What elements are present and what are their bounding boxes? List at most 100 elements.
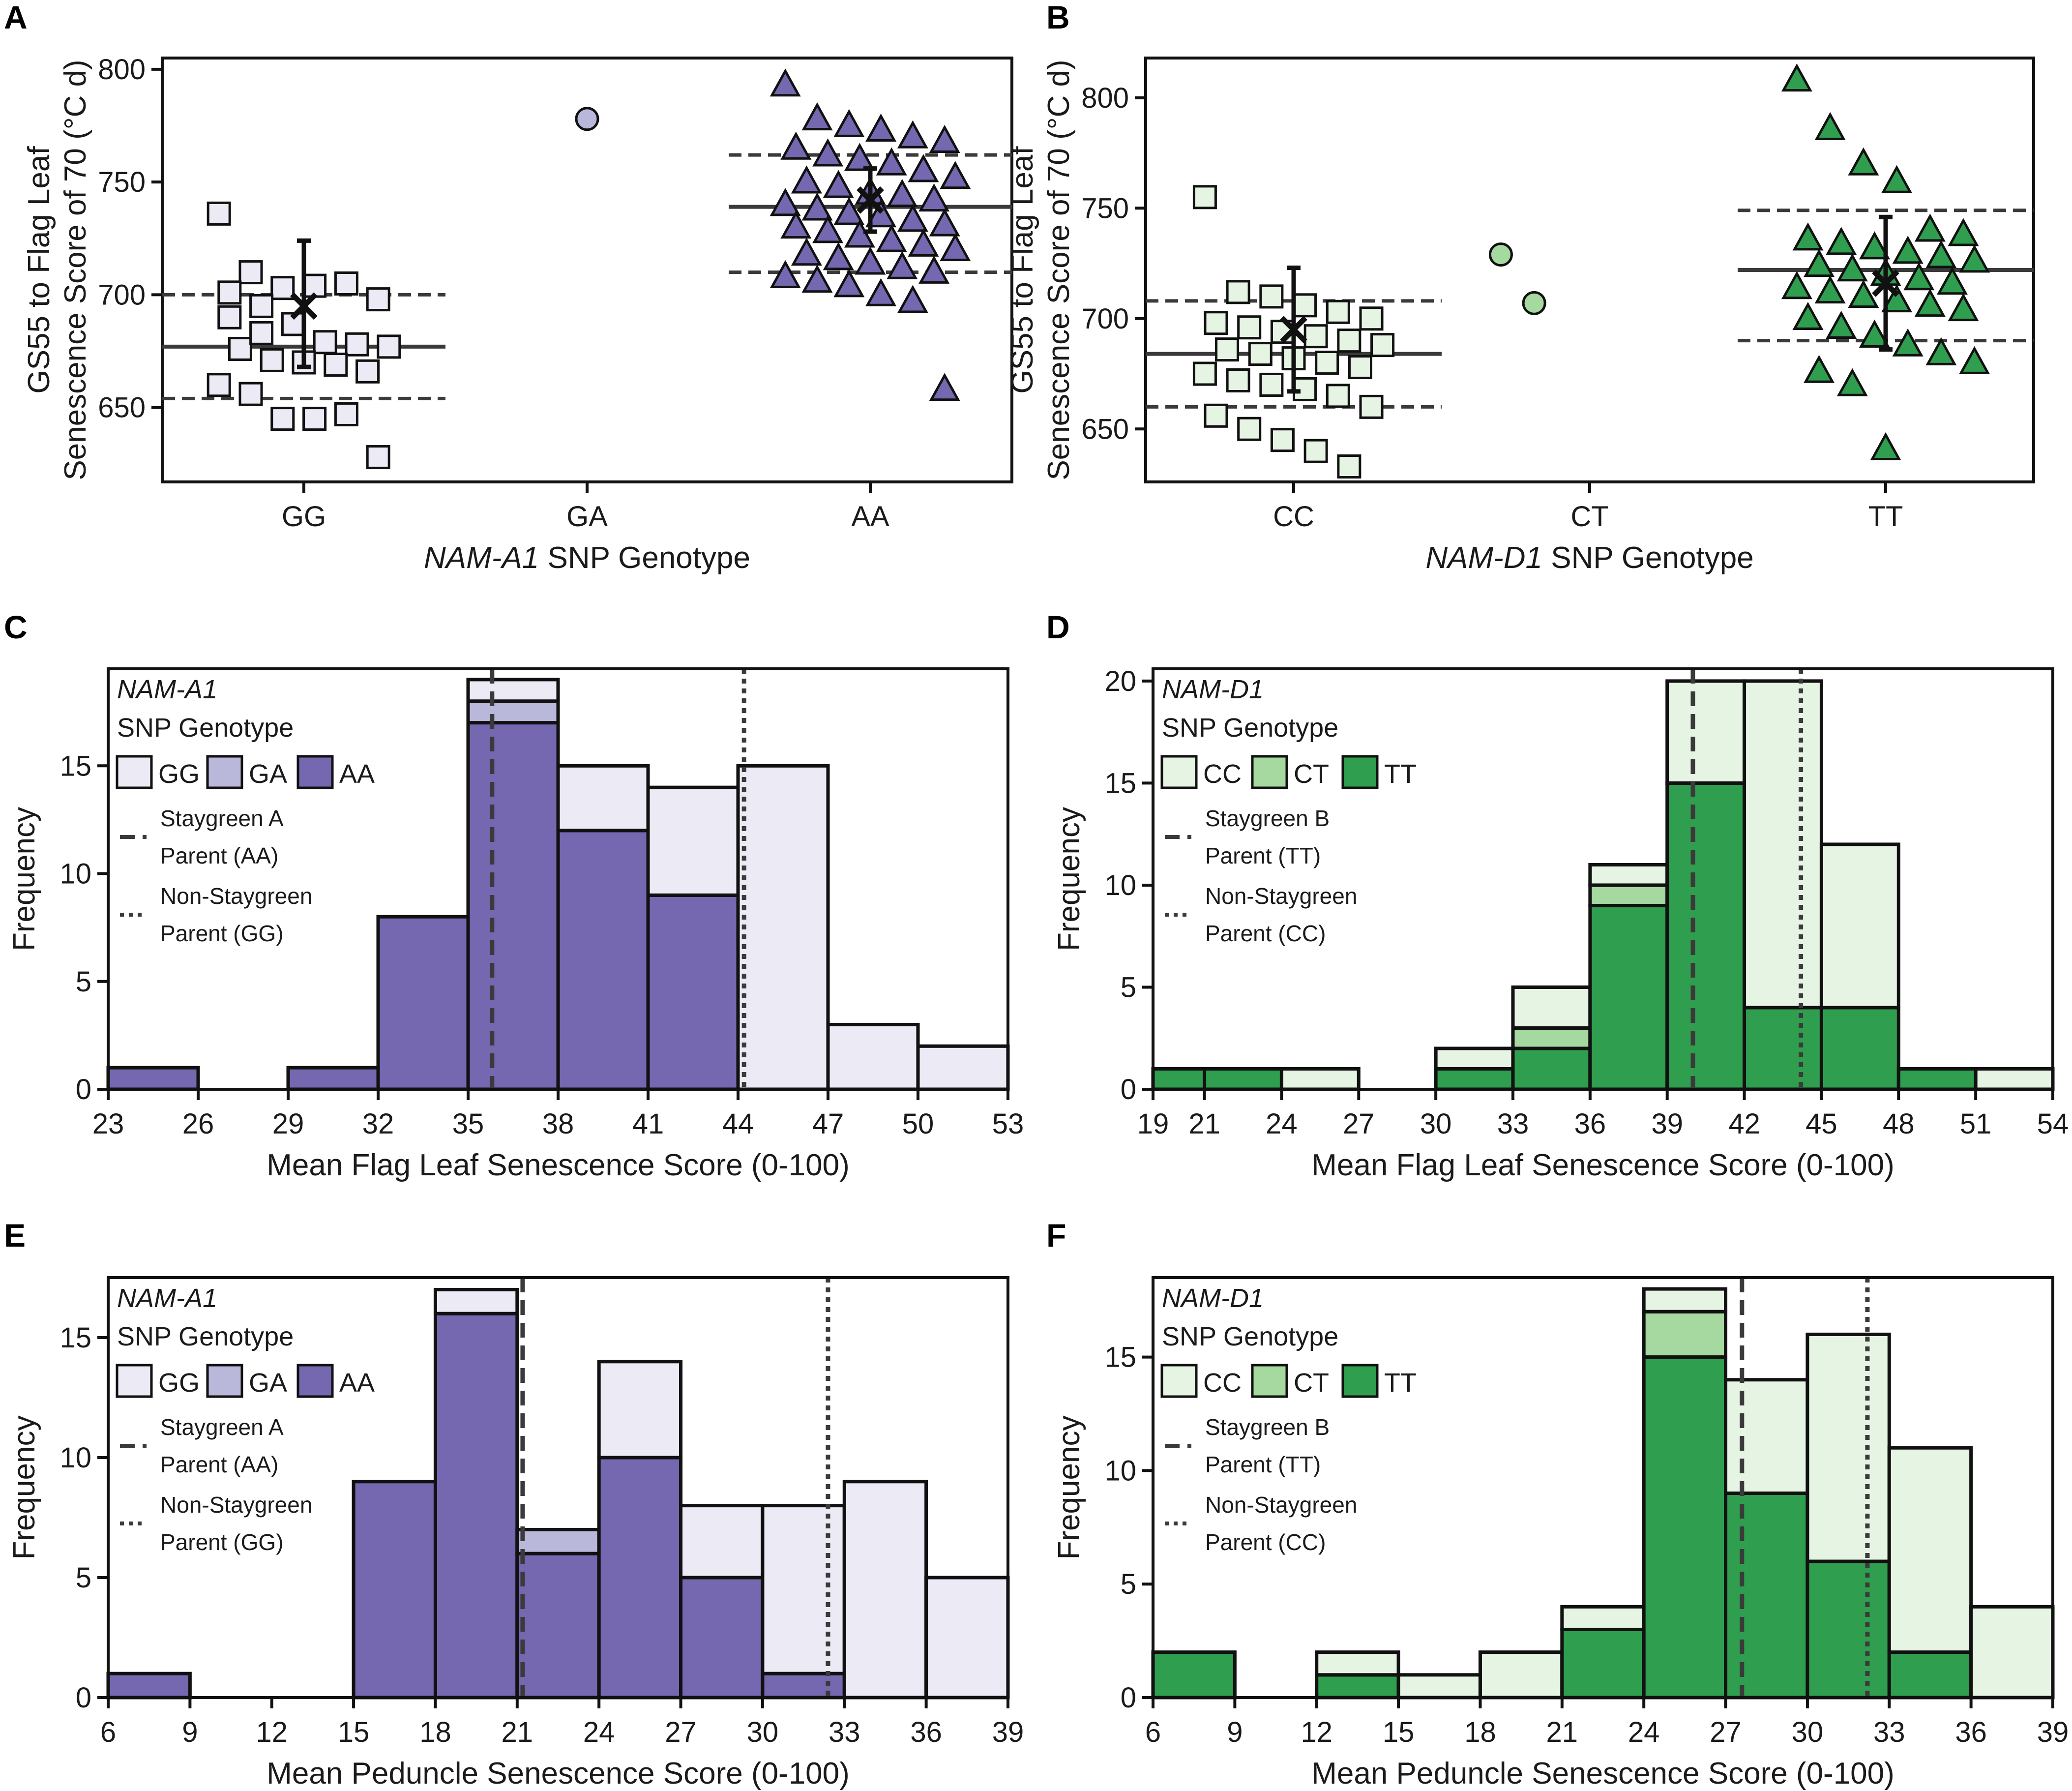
panel-d: 0 5 10 15 20 19 21 24 27 30 33 36 39 42 45 48 51 54 Mean F… — [1046, 609, 2069, 1182]
data-point — [823, 242, 854, 270]
x-tick-label: TT — [1868, 501, 1903, 533]
y-axis-label-line2: Senescence Score of 70 (°C d) — [1042, 60, 1076, 480]
bar-aa — [352, 1480, 437, 1700]
legend-label-ct: CT — [1294, 1368, 1329, 1398]
bar-ga — [466, 699, 560, 725]
data-point — [1870, 432, 1901, 460]
y-tick-label: 650 — [1081, 413, 1129, 445]
data-point — [918, 255, 950, 284]
data-point — [249, 294, 274, 318]
data-point — [940, 161, 971, 189]
data-point — [887, 179, 918, 207]
bar-ct — [1588, 883, 1669, 907]
bar-gg — [826, 1022, 920, 1091]
y-axis-label: Frequency — [1052, 1416, 1086, 1560]
bar-cc — [1511, 985, 1592, 1030]
y-tick-label: 15 — [1104, 767, 1136, 799]
parent-mean-marker — [1280, 316, 1307, 344]
x-tick-label: 26 — [182, 1108, 214, 1140]
y-tick-label: 5 — [1121, 971, 1136, 1003]
data-point — [1959, 244, 1990, 273]
bar-aa — [376, 915, 470, 1091]
bar-cc — [1396, 1673, 1482, 1700]
x-tick-label: 36 — [910, 1716, 942, 1748]
legend-title: SNP Genotype — [1162, 713, 1338, 743]
y-axis-label-line2: Senescence Score of 70 (°C d) — [59, 60, 92, 480]
bar-tt — [1315, 1673, 1400, 1700]
y-tick-label: 800 — [1081, 82, 1129, 114]
x-tick-label: 38 — [542, 1108, 574, 1140]
bar-tt — [1642, 1355, 1728, 1700]
bar-ct — [1642, 1310, 1728, 1359]
x-tick-label: 21 — [502, 1716, 533, 1748]
bar-gg — [466, 678, 560, 703]
x-tick-label: GG — [282, 501, 326, 533]
data-point — [908, 228, 939, 257]
panel-c: 0 5 10 15 23 26 29 32 35 38 41 44 47 50 53 Mean Flag Le… — [4, 609, 1024, 1182]
data-point — [1204, 403, 1228, 428]
bar-cc — [1642, 1287, 1728, 1313]
data-point — [780, 131, 812, 160]
data-point — [1936, 267, 1968, 295]
bar-cc — [1806, 1332, 1891, 1563]
bar-cc — [1819, 842, 1900, 1010]
genotype-group-ga — [575, 107, 599, 131]
x-tick-label: 12 — [1301, 1716, 1332, 1748]
bar-aa — [106, 1672, 192, 1700]
data-point — [876, 224, 907, 252]
x-tick-label: 15 — [1383, 1716, 1415, 1748]
data-point — [355, 359, 380, 384]
x-tick-label: 27 — [665, 1716, 697, 1748]
x-tick-label: 50 — [902, 1108, 934, 1140]
bar-gg — [924, 1576, 1010, 1700]
data-point — [918, 183, 950, 212]
legend: NAM-D1 SNP Genotype CC CT TT Staygreen B Paren… — [1160, 1284, 1417, 1555]
bar-aa — [679, 1576, 765, 1700]
bar-cc — [1560, 1605, 1646, 1632]
x-axis-label: NAM-A1 SNP Genotype — [424, 541, 750, 575]
data-point — [1488, 242, 1513, 267]
x-tick-label: AA — [851, 501, 889, 533]
legend-label-ga: GA — [249, 1368, 287, 1398]
bar-gg — [916, 1044, 1010, 1091]
legend-label-tt: TT — [1384, 759, 1417, 789]
bar-aa — [433, 1312, 519, 1700]
bar-cc — [1724, 1378, 1809, 1495]
data-point — [1248, 342, 1273, 366]
x-tick-label: 39 — [992, 1716, 1024, 1748]
legend-parent-label-line1: Staygreen B — [1205, 1414, 1330, 1440]
data-point — [865, 278, 897, 306]
x-tick-label: 18 — [419, 1716, 451, 1748]
data-point — [1315, 351, 1339, 375]
data-point — [1914, 289, 1946, 317]
panel-label: B — [1046, 0, 1070, 35]
data-point — [1192, 185, 1217, 209]
genotype-group-cc — [1146, 185, 1442, 479]
bar-gg — [842, 1480, 928, 1700]
panel-f: 0 5 10 15 6 9 12 15 18 21 24 27 30 33 36 39 Mean Peduncl… — [1046, 1217, 2069, 1791]
legend-swatch-aa — [296, 755, 334, 789]
data-point — [1848, 280, 1879, 308]
data-point — [1881, 284, 1913, 313]
data-point — [812, 138, 844, 167]
data-point — [1804, 249, 1835, 277]
data-point — [770, 68, 801, 97]
legend-label-gg: GG — [158, 1368, 200, 1398]
x-axis-label-suffix: SNP Genotype — [539, 541, 750, 575]
x-tick-label: 39 — [2037, 1716, 2069, 1748]
data-point — [334, 271, 358, 296]
data-point — [929, 373, 960, 401]
legend-swatch-ga — [206, 755, 243, 789]
data-point — [575, 107, 599, 131]
y-axis-label-line1: GS55 to Flag Leaf — [22, 146, 56, 394]
x-tick-label: 33 — [1873, 1716, 1905, 1748]
x-tick-label: 24 — [1266, 1108, 1298, 1140]
legend-swatch-ga — [206, 1364, 243, 1398]
data-point — [908, 154, 939, 182]
panel-label: C — [4, 609, 28, 645]
data-point — [1359, 306, 1384, 331]
bar-aa — [286, 1066, 380, 1091]
y-tick-label: 700 — [98, 279, 146, 311]
data-point — [1303, 439, 1328, 463]
